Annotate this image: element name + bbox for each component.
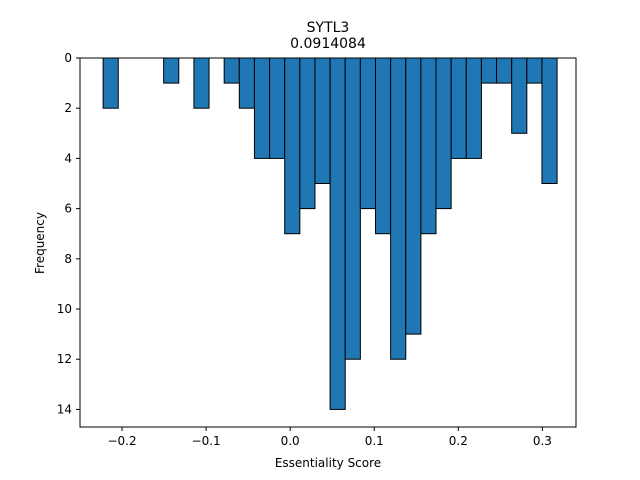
- bars-group: [102, 57, 558, 410]
- histogram-bar: [480, 57, 498, 84]
- histogram-bar: [299, 57, 316, 210]
- histogram-bar: [238, 57, 255, 109]
- y-tick-label: 14: [57, 402, 72, 416]
- x-tick-label: 0.3: [533, 434, 552, 448]
- histogram-bar: [359, 57, 376, 210]
- chart-subtitle: 0.0914084: [290, 36, 366, 52]
- histogram-bar: [496, 57, 513, 84]
- histogram-bar: [390, 57, 407, 360]
- x-axis: −0.2 −0.1 0.0 0.1 0.2 0.3: [107, 427, 552, 448]
- histogram-bar: [269, 57, 286, 159]
- y-tick-label: 2: [64, 101, 72, 115]
- y-tick-label: 0: [64, 51, 72, 65]
- x-tick-label: −0.1: [192, 434, 221, 448]
- histogram-bar: [511, 57, 528, 134]
- y-tick-label: 4: [64, 151, 72, 165]
- histogram-bar: [193, 57, 210, 109]
- histogram-bar: [465, 57, 482, 159]
- histogram-bar: [163, 57, 180, 84]
- histogram-bar: [374, 57, 392, 235]
- chart-title: SYTL3: [307, 20, 350, 36]
- plot-frame: [79, 57, 577, 428]
- x-tick-label: 0.2: [449, 434, 468, 448]
- histogram-bar: [284, 57, 301, 235]
- histogram-bar: [450, 57, 467, 159]
- histogram-bar: [541, 57, 558, 185]
- histogram-bar: [223, 57, 240, 84]
- y-tick-label: 12: [57, 352, 72, 366]
- histogram-bar: [435, 57, 452, 210]
- x-tick-label: 0.0: [281, 434, 300, 448]
- y-axis: 0 2 4 6 8 10 12 14: [57, 51, 80, 416]
- y-tick-label: 8: [64, 252, 72, 266]
- histogram-bar: [405, 57, 422, 335]
- x-axis-label: Essentiality Score: [275, 456, 381, 470]
- y-tick-label: 10: [57, 302, 72, 316]
- histogram-bar: [102, 57, 119, 109]
- histogram-bar: [314, 57, 331, 185]
- histogram-bar: [253, 57, 271, 159]
- y-tick-label: 6: [64, 202, 72, 216]
- x-tick-label: 0.1: [365, 434, 384, 448]
- histogram-bar: [344, 57, 361, 360]
- histogram-bar: [420, 57, 437, 235]
- x-tick-label: −0.2: [107, 434, 136, 448]
- histogram-bar: [526, 57, 543, 84]
- y-axis-label: Frequency: [33, 212, 47, 274]
- histogram-bar: [329, 57, 346, 410]
